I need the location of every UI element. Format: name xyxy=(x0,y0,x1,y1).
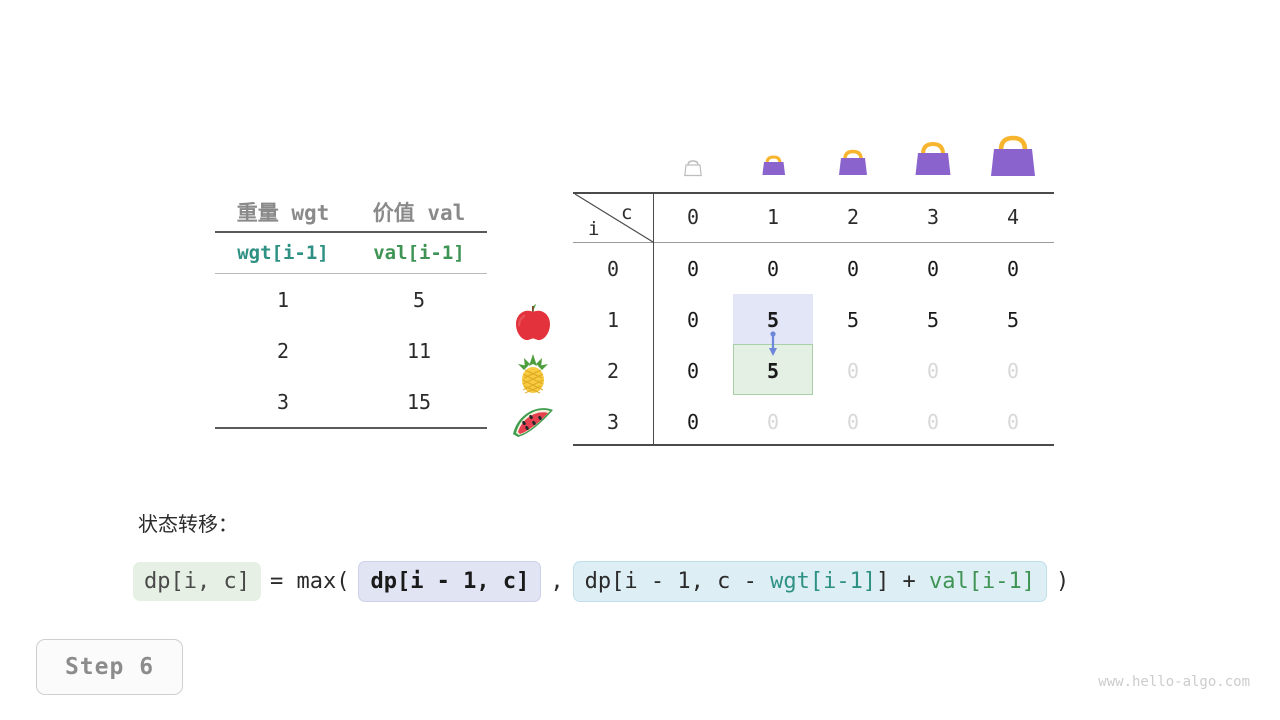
formula-eq-max: = max( xyxy=(269,568,350,594)
col-header-0: 0 xyxy=(686,205,700,229)
cell-wgt-2: 2 xyxy=(276,338,290,363)
table-rule-mid xyxy=(215,273,487,274)
grid-border-top xyxy=(573,192,1054,194)
watermark: www.hello-algo.com xyxy=(1098,674,1250,690)
formula-arg2-wgt: wgt[i-1] xyxy=(770,568,877,594)
header-weight: 重量 wgt xyxy=(236,201,330,225)
cell-wgt-1: 1 xyxy=(276,287,290,312)
formula-arg2-val: val[i-1] xyxy=(929,568,1036,594)
row-header-3: 3 xyxy=(606,410,620,434)
dp-cell-3-0: 0 xyxy=(686,410,700,434)
formula-arg2-mid: ] + xyxy=(876,568,930,594)
row-header-0: 0 xyxy=(606,257,620,281)
formula-arg1: dp[i - 1, c] xyxy=(358,560,542,602)
dp-grid: c i 0 1 2 3 4 0 1 2 3 0 0 0 0 0 0 5 5 5 … xyxy=(573,192,1054,446)
header-value: 价值 val xyxy=(372,201,466,225)
col-header-3: 3 xyxy=(926,205,940,229)
dp-cell-2-2: 0 xyxy=(846,359,860,383)
item-table-header-row: 重量 wgt 价值 val xyxy=(215,193,487,231)
formula-comma: , xyxy=(550,568,564,594)
table-rule-top xyxy=(215,231,487,233)
dp-cell-1-3: 5 xyxy=(926,308,940,332)
dp-cell-0-0: 0 xyxy=(686,257,700,281)
grid-border-bottom xyxy=(573,444,1054,446)
table-rule-bottom xyxy=(215,427,487,429)
dp-cell-0-2: 0 xyxy=(846,257,860,281)
dp-cell-1-0: 0 xyxy=(686,308,700,332)
dp-cell-3-1: 0 xyxy=(766,410,780,434)
corner-diagonal-icon xyxy=(574,193,654,243)
formula-arg2: dp[i - 1, c - wgt[i-1]] + val[i-1] xyxy=(572,560,1048,602)
grid-vertical-separator xyxy=(653,192,654,445)
transition-formula: dp[i, c] = max( dp[i - 1, c] , dp[i - 1,… xyxy=(133,558,1069,604)
bag-icon-2 xyxy=(835,144,871,181)
col-header-2: 2 xyxy=(846,205,860,229)
dp-cell-2-1: 5 xyxy=(766,359,780,383)
subheader-val: val[i-1] xyxy=(373,242,465,264)
item-table: 重量 wgt 价值 val wgt[i-1] val[i-1] 1 5 2 11… xyxy=(215,193,487,429)
corner-label-i: i xyxy=(588,218,600,240)
subheader-wgt: wgt[i-1] xyxy=(237,242,329,264)
bag-icon-3 xyxy=(911,136,955,181)
formula-arg2-prefix: dp[i - 1, c - xyxy=(584,568,771,594)
cell-val-1: 5 xyxy=(412,287,426,312)
table-row: 2 11 xyxy=(215,325,487,376)
dp-cell-2-3: 0 xyxy=(926,359,940,383)
dp-cell-0-4: 0 xyxy=(1006,257,1020,281)
apple-icon xyxy=(508,302,558,346)
pineapple-icon xyxy=(508,352,558,396)
cell-val-3: 15 xyxy=(406,389,432,414)
cell-wgt-3: 3 xyxy=(276,389,290,414)
bag-icon-0 xyxy=(681,157,705,181)
table-row: 1 5 xyxy=(215,274,487,325)
dp-cell-0-1: 0 xyxy=(766,257,780,281)
col-header-4: 4 xyxy=(1006,205,1020,229)
dp-cell-0-3: 0 xyxy=(926,257,940,281)
formula-lhs: dp[i, c] xyxy=(133,561,261,601)
transition-label: 状态转移： xyxy=(138,512,238,536)
transition-arrow-icon xyxy=(765,330,781,362)
dp-cell-1-1: 5 xyxy=(766,308,780,332)
bag-icon-1 xyxy=(758,150,789,181)
bag-icon-4 xyxy=(986,128,1040,182)
row-header-1: 1 xyxy=(606,308,620,332)
cell-val-2: 11 xyxy=(406,338,432,363)
dp-cell-2-0: 0 xyxy=(686,359,700,383)
step-badge: Step 6 xyxy=(36,639,183,695)
grid-border-header xyxy=(573,242,1054,243)
formula-close-paren: ) xyxy=(1056,568,1070,594)
dp-cell-3-2: 0 xyxy=(846,410,860,434)
watermelon-icon xyxy=(508,404,558,448)
row-header-2: 2 xyxy=(606,359,620,383)
table-row: 3 15 xyxy=(215,376,487,427)
dp-cell-1-4: 5 xyxy=(1006,308,1020,332)
corner-label-c: c xyxy=(621,202,633,224)
dp-cell-3-4: 0 xyxy=(1006,410,1020,434)
col-header-1: 1 xyxy=(766,205,780,229)
dp-cell-1-2: 5 xyxy=(846,308,860,332)
item-table-subheader-row: wgt[i-1] val[i-1] xyxy=(215,233,487,273)
dp-cell-2-4: 0 xyxy=(1006,359,1020,383)
dp-cell-3-3: 0 xyxy=(926,410,940,434)
